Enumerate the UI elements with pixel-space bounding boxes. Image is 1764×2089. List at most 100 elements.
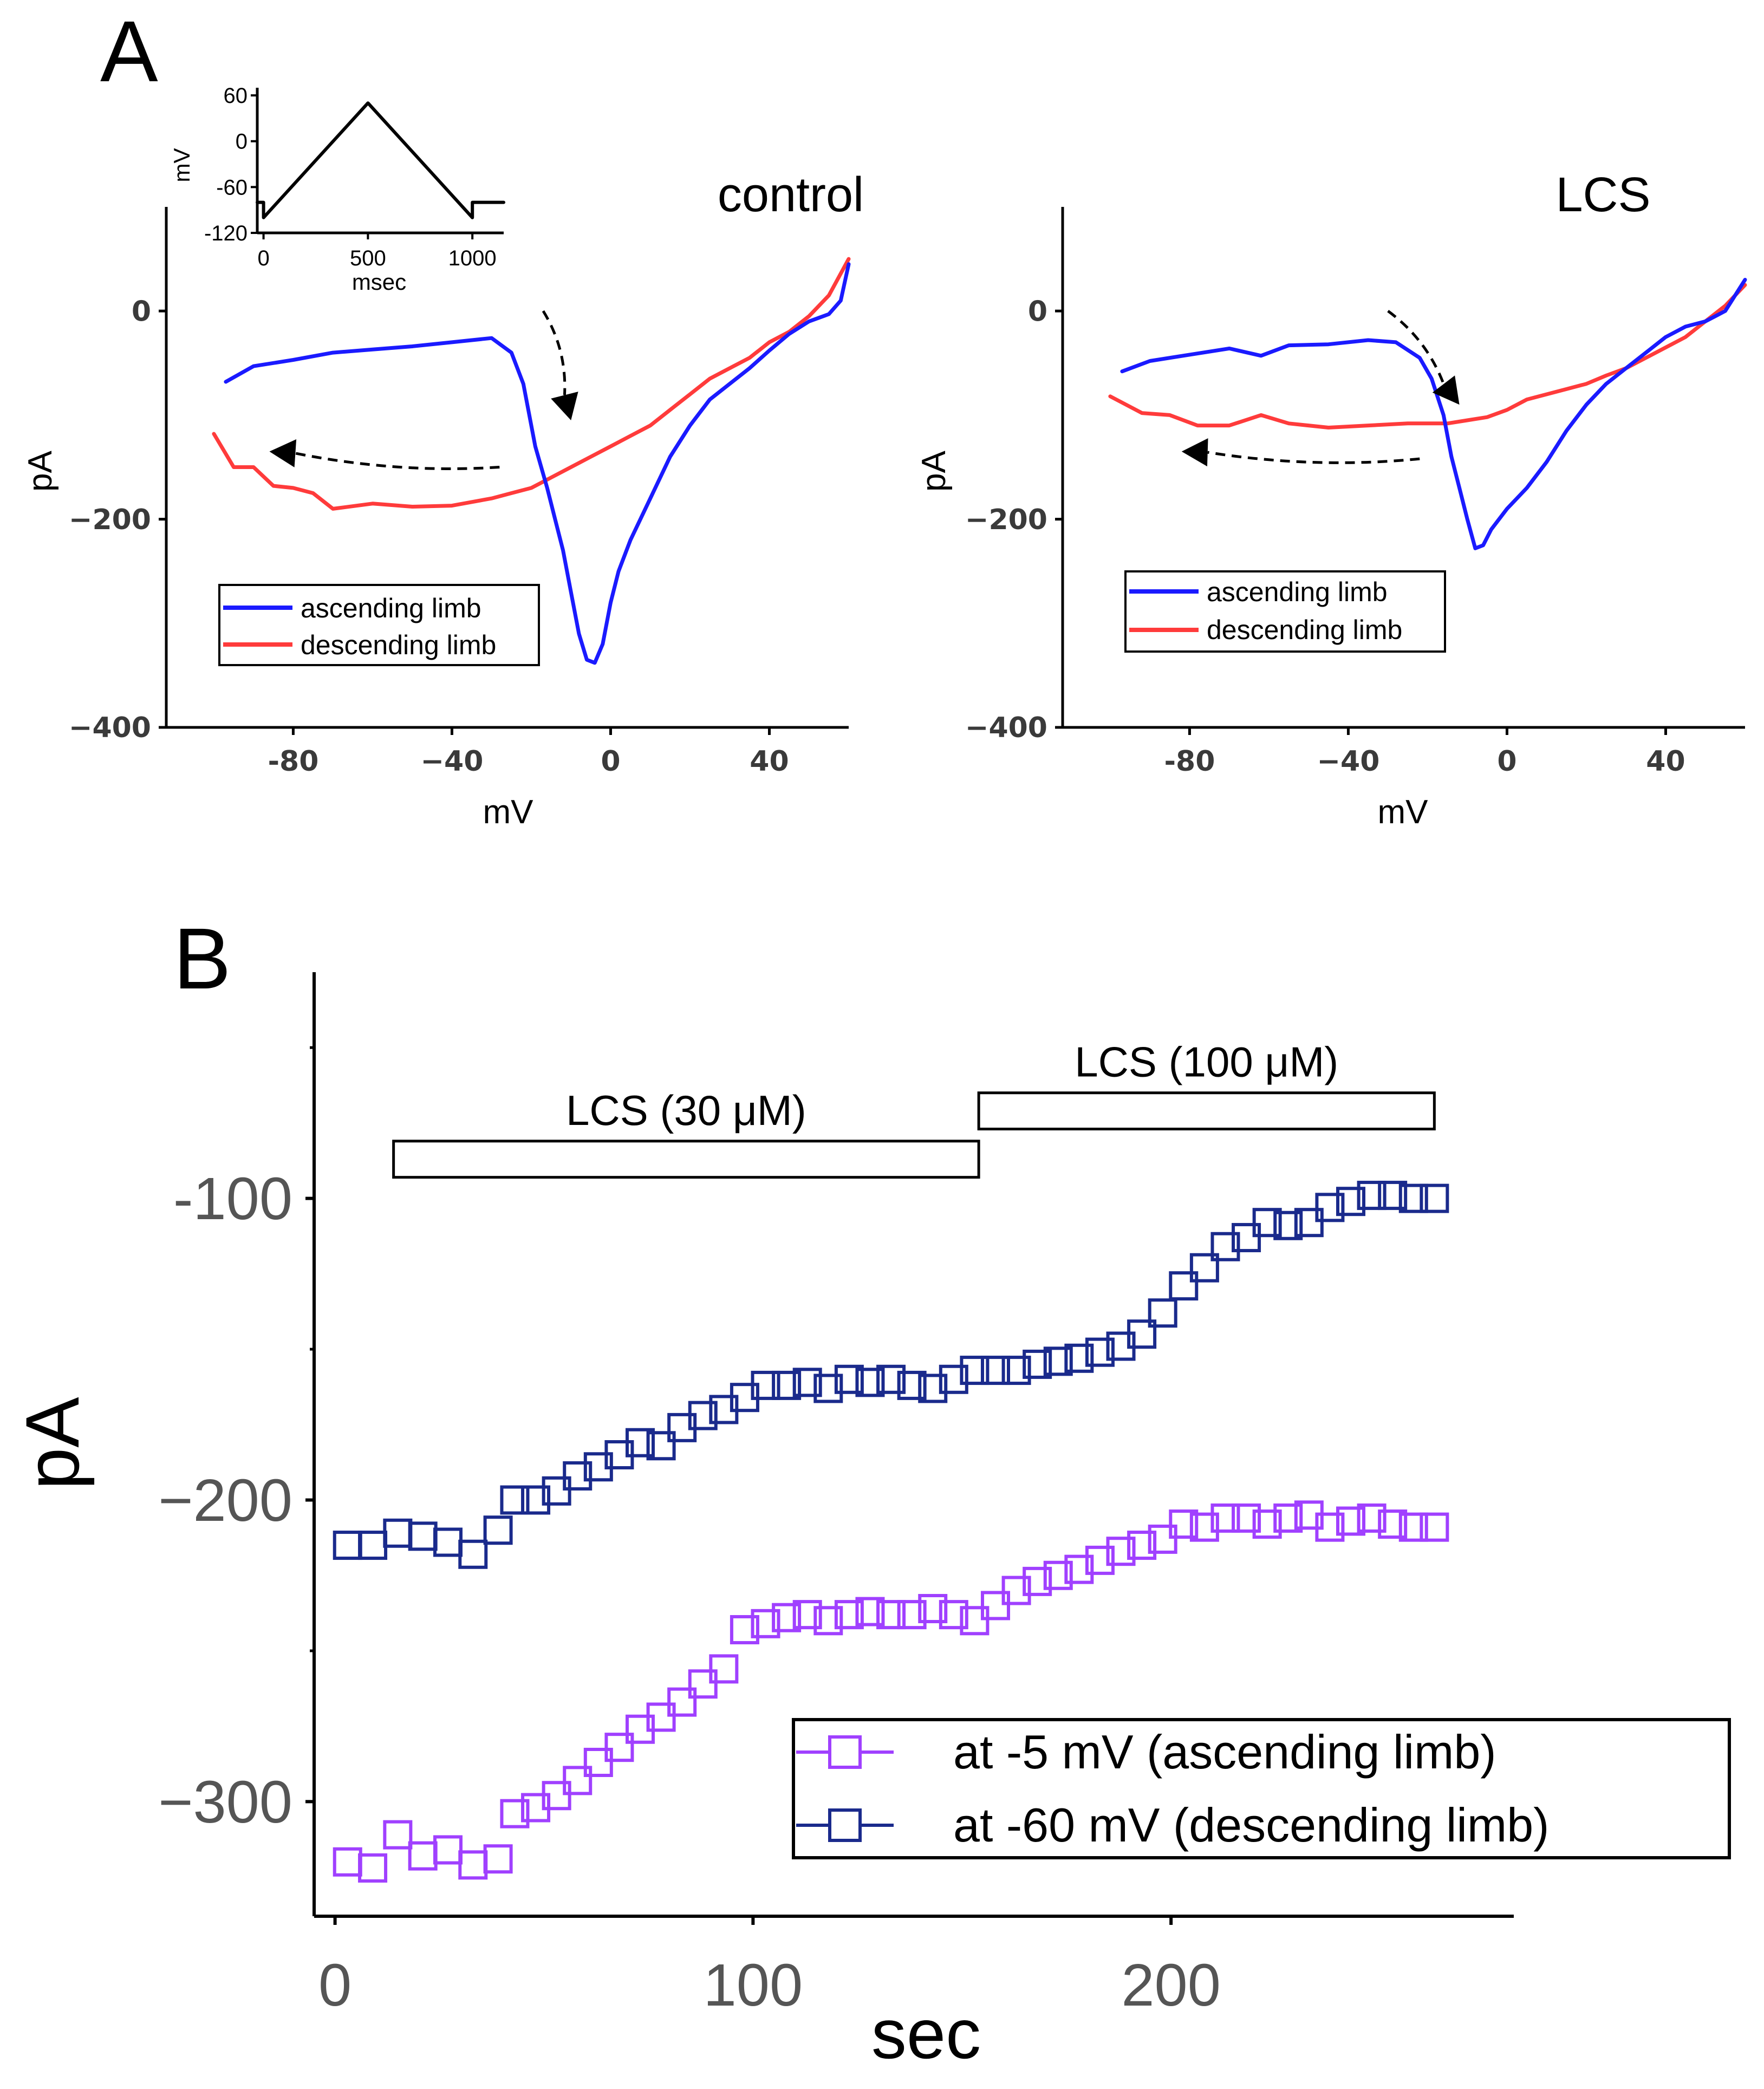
descending-limb-point [1294, 1208, 1324, 1238]
ascending-limb-point [483, 1844, 513, 1874]
descending-limb-point [1148, 1298, 1177, 1328]
ascending-limb-point [772, 1603, 802, 1632]
descending-limb-point [1023, 1349, 1052, 1379]
LCS-direction-arrow-1-shaft [1387, 310, 1445, 385]
ascending-limb-point [1273, 1503, 1303, 1533]
b-legend [792, 1718, 1731, 1859]
descending-limb-point [483, 1515, 513, 1545]
control-legend-ascending-label: ascending limb [301, 593, 481, 623]
ascending-limb-point [792, 1600, 822, 1630]
ascending-limb-point [980, 1591, 1010, 1621]
b-x-label: sec [871, 1994, 981, 2073]
ascending-limb-point [433, 1835, 463, 1865]
inset-x-label: msec [352, 269, 406, 295]
descending-limb-point [1398, 1183, 1428, 1213]
control-iv-chart: control mV pA ascending limb descending … [22, 168, 864, 831]
descending-limb-point [1315, 1193, 1345, 1222]
ascending-limb-point [1232, 1503, 1261, 1533]
panel-label-b: B [173, 910, 231, 1007]
ascending-limb-point [1378, 1509, 1408, 1539]
y-tick-label: -120 [204, 222, 248, 245]
y-tick-label: 60 [224, 84, 248, 108]
LCS-direction-arrow-2-head [1181, 438, 1208, 467]
control-ascending-limb-line [224, 262, 851, 665]
ascending-limb-point [1023, 1566, 1052, 1596]
ascending-limb-point [918, 1593, 948, 1623]
ascending-limb-point [876, 1600, 906, 1630]
descending-limb-point [1273, 1211, 1303, 1240]
x-tick-label: 200 [1121, 1952, 1221, 2019]
descending-limb-point [1189, 1253, 1219, 1283]
descending-limb-point [792, 1368, 822, 1397]
ascending-limb-point [1315, 1512, 1345, 1542]
ascending-limb-point [604, 1733, 634, 1762]
lcs-x-label: mV [1378, 793, 1429, 831]
b-legend-purple-label: at -5 mV (ascending limb) [953, 1725, 1496, 1779]
y-tick-label: −200 [158, 1467, 292, 1534]
descending-limb-point [1232, 1223, 1261, 1253]
b-legend-purple-marker [828, 1735, 862, 1769]
descending-limb-point [1357, 1181, 1387, 1211]
ascending-limb-point [500, 1799, 530, 1828]
LCS-descending-limb-line [1108, 283, 1747, 429]
x-tick-label: 40 [1646, 745, 1685, 778]
ascending-limb-point [960, 1606, 990, 1636]
descending-limb-point [1127, 1319, 1157, 1349]
descending-limb-point [563, 1461, 593, 1491]
ascending-limb-point [834, 1600, 864, 1630]
LCS-direction-arrow-1-head [1432, 375, 1460, 405]
ascending-limb-point [1189, 1512, 1219, 1542]
lcs-legend-ascending-label: ascending limb [1207, 577, 1388, 607]
descending-limb-point [813, 1374, 843, 1403]
control-direction-arrow-2-shaft [295, 452, 500, 470]
ascending-limb-point [563, 1766, 593, 1795]
ascending-limb-point [383, 1820, 413, 1850]
descending-limb-point [1336, 1187, 1366, 1216]
inset-y-label: mV [169, 148, 194, 183]
ascending-limb-point [1127, 1531, 1157, 1560]
ascending-limb-point [897, 1600, 927, 1630]
descending-limb-point [918, 1374, 948, 1403]
ascending-limb-point [813, 1606, 843, 1636]
ascending-limb-point [751, 1609, 780, 1638]
descending-limb-point [897, 1370, 927, 1400]
descending-limb-point [625, 1428, 655, 1457]
descending-limb-point [772, 1370, 802, 1400]
descending-limb-point [1378, 1181, 1408, 1211]
control-descending-limb-line [212, 257, 851, 511]
panel-label-a: A [100, 3, 158, 100]
descending-limb-point [960, 1356, 990, 1385]
y-tick-label: −200 [965, 504, 1047, 536]
control-title: control [718, 168, 864, 222]
descending-limb-point [1252, 1208, 1282, 1238]
descending-limb-point [751, 1370, 780, 1400]
b-legend-navy-marker [828, 1808, 862, 1842]
ascending-limb-point [730, 1615, 759, 1644]
ascending-limb-point [1106, 1537, 1136, 1566]
control-y-label: pA [22, 450, 59, 491]
descending-limb-point [980, 1356, 1010, 1385]
ascending-limb-point [1169, 1509, 1199, 1539]
descending-limb-point [688, 1401, 718, 1430]
y-tick-label: 0 [132, 295, 151, 328]
x-tick-label: -80 [268, 745, 318, 778]
ascending-limb-point [688, 1669, 718, 1699]
ascending-limb-point [1085, 1545, 1115, 1575]
ascending-limb-point [1252, 1509, 1282, 1539]
descending-limb-point [876, 1364, 906, 1394]
ascending-limb-point [358, 1853, 388, 1883]
x-tick-label: 0 [257, 246, 269, 270]
lcs-iv-chart: LCS mV pA ascending limb descending limb… [915, 168, 1747, 831]
control-x-label: mV [483, 793, 534, 831]
ascending-limb-point [1420, 1512, 1449, 1542]
y-tick-label: −400 [69, 712, 151, 744]
b-y-label: pA [10, 1397, 95, 1490]
inset-protocol-chart: mV msec 0 500 1000 60 0 -60 -120 [169, 84, 505, 295]
treatment-bar-label-2: LCS (100 μM) [1075, 1038, 1338, 1086]
descending-limb-point [1085, 1337, 1115, 1367]
x-tick-label: 1000 [448, 246, 497, 270]
lcs-legend-descending-label: descending limb [1207, 615, 1402, 645]
x-tick-label: 100 [704, 1952, 803, 2019]
ascending-limb-point [667, 1687, 697, 1717]
